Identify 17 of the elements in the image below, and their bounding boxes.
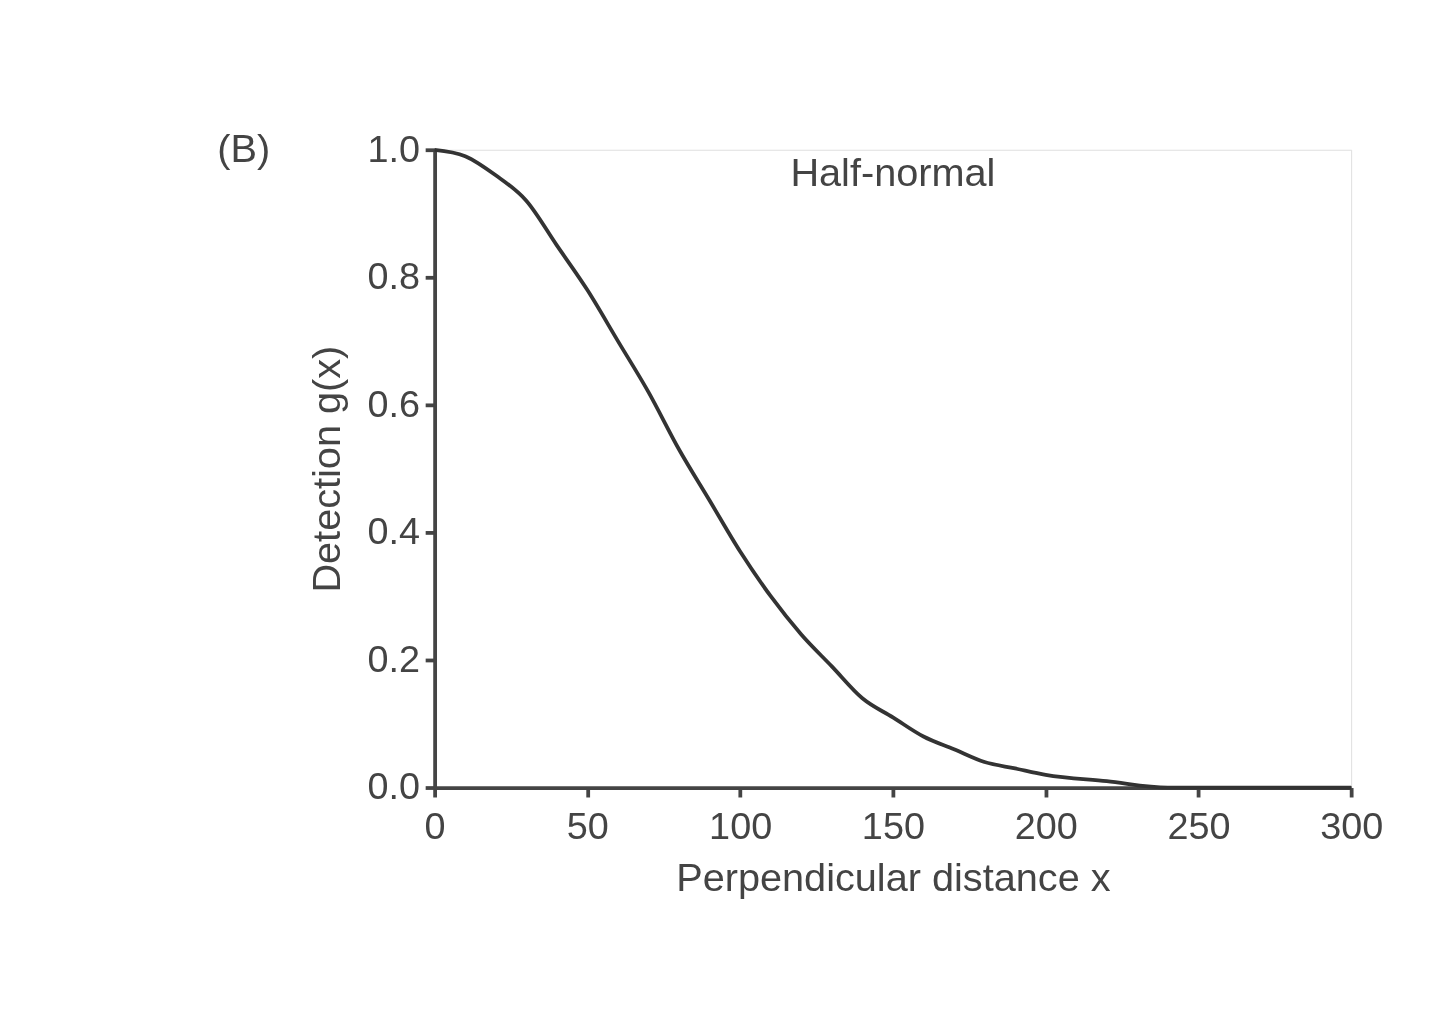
x-tick-label: 0 <box>424 805 446 848</box>
y-tick-label: 0.0 <box>367 765 420 808</box>
y-axis-title: Detection g(x) <box>304 345 349 593</box>
y-tick-label: 0.6 <box>367 382 420 425</box>
x-tick-label: 50 <box>566 805 609 848</box>
x-axis-title: Perpendicular distance x <box>676 855 1111 900</box>
x-tick-label: 250 <box>1167 805 1231 848</box>
y-tick-label: 0.4 <box>367 510 420 553</box>
x-tick-label: 100 <box>709 805 773 848</box>
x-tick-label: 300 <box>1320 805 1384 848</box>
x-tick-label: 150 <box>861 805 925 848</box>
y-tick-label: 1.0 <box>367 127 420 170</box>
y-tick-label: 0.2 <box>367 637 420 680</box>
y-tick-label: 0.8 <box>367 255 420 298</box>
x-tick-label: 200 <box>1014 805 1078 848</box>
text: (B) <box>217 126 271 171</box>
chart-title: Half-normal <box>790 149 996 194</box>
